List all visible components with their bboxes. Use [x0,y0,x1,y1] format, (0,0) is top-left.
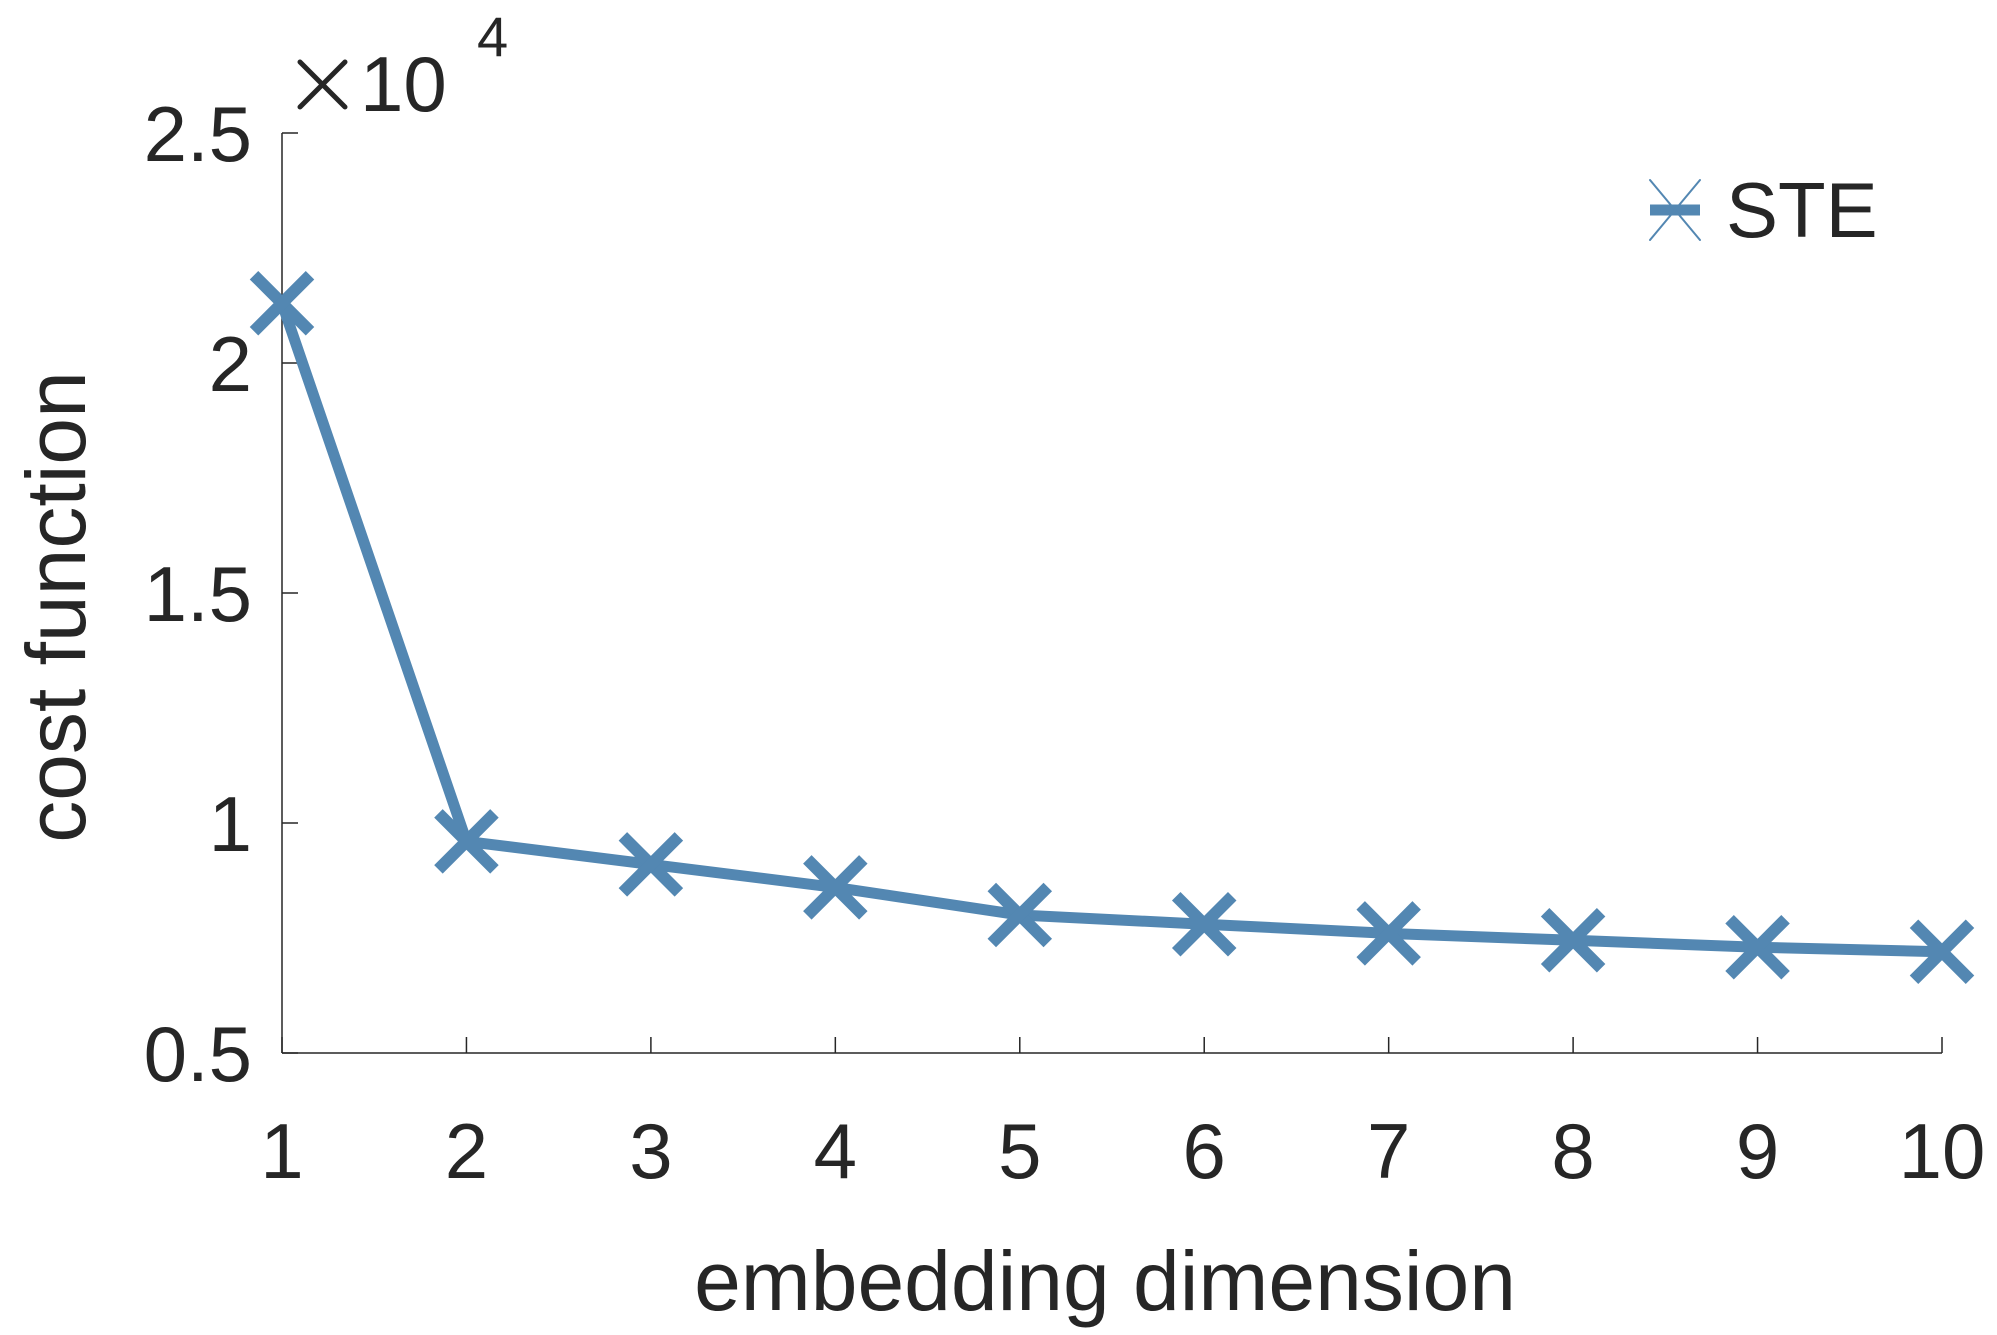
x-tick-label: 3 [629,1107,672,1195]
legend-label-ste: STE [1726,166,1878,254]
multiply-sign-icon [297,59,348,110]
y-tick-label: 1.5 [144,550,252,638]
x-tick-label: 9 [1736,1107,1779,1195]
legend: STE [1649,166,1878,254]
y-tick-label: 2 [209,320,252,408]
data-point-marker [618,832,684,897]
x-axis-label: embedding dimension [694,1234,1516,1328]
data-point-marker [803,855,868,920]
y-axis-label: cost function [9,371,103,843]
x-ticks: 1 2 3 4 5 6 7 8 9 10 [260,1037,1985,1195]
x-tick-label: 7 [1367,1107,1410,1195]
data-point-marker [1356,901,1421,966]
y-ticks: 0.5 1 1.5 2 2.5 [144,90,298,1098]
data-point-marker [434,809,499,874]
data-point-marker [1725,914,1790,980]
x-tick-label: 8 [1551,1107,1594,1195]
x-tick-label: 4 [814,1107,857,1195]
y-tick-label: 1 [209,780,252,868]
x-tick-label: 2 [445,1107,488,1195]
y-exponent: 10 4 [297,5,508,128]
x-tick-label: 6 [1183,1107,1226,1195]
y-tick-label: 0.5 [144,1010,252,1098]
x-tick-label: 5 [998,1107,1041,1195]
legend-x-marker-icon [1649,179,1701,241]
data-point-marker [987,882,1053,948]
data-point-marker [1171,891,1237,957]
x-tick-label: 1 [260,1107,303,1195]
x-tick-label: 10 [1899,1107,1986,1195]
exponent-power: 4 [477,5,508,68]
data-point-marker [1540,908,1606,973]
data-point-marker [1909,919,1975,985]
series-line-ste [276,301,1943,958]
data-point-marker [249,270,315,336]
series-layer [249,270,1975,985]
exponent-base: 10 [360,40,447,128]
y-tick-label: 2.5 [144,90,252,178]
